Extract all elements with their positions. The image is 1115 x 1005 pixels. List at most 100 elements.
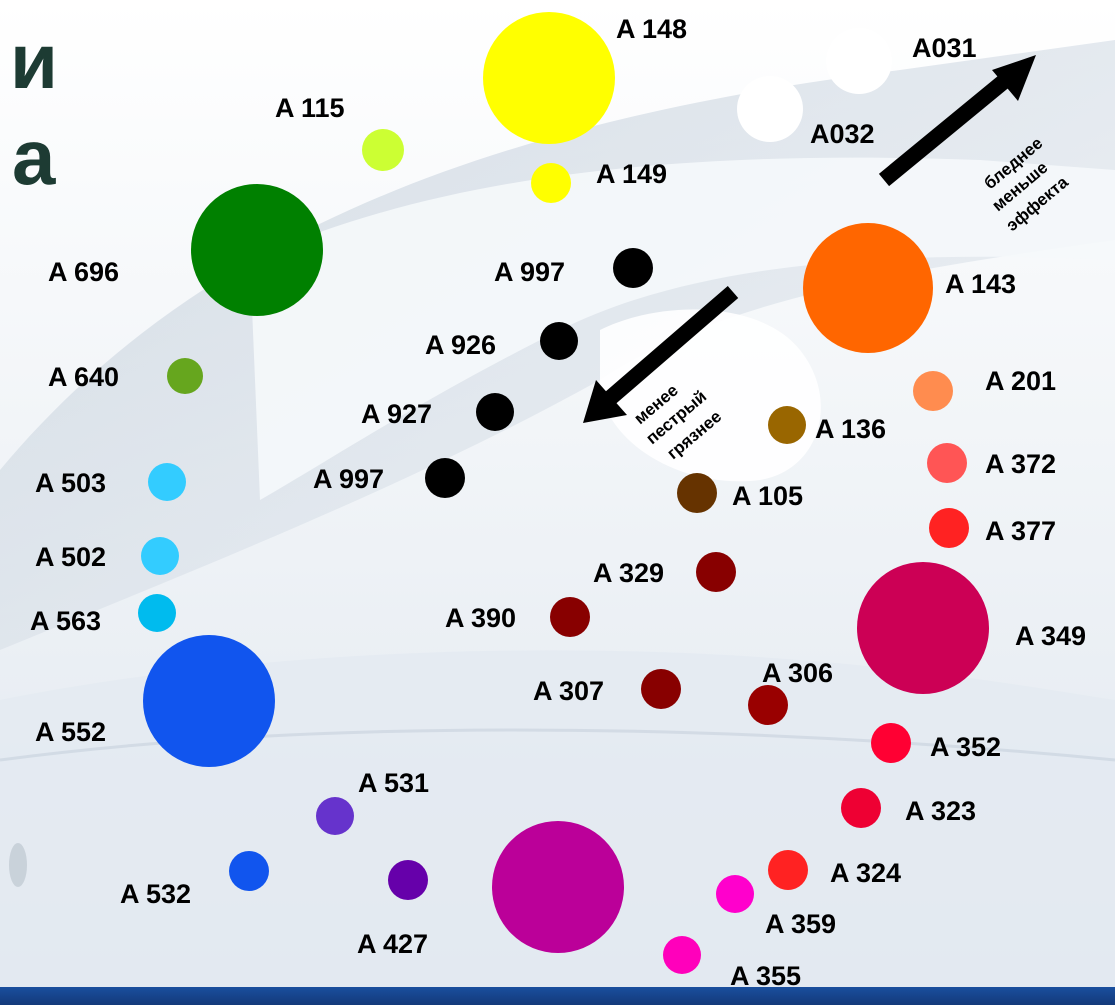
swatch: A 926 [425,322,578,360]
swatch-label: A 355 [730,961,801,991]
duller-arrow: менее пестрый грязнее [583,285,739,463]
swatch-circle [425,458,465,498]
swatch: A 329 [593,552,736,592]
swatch: A 349 [857,562,1086,694]
swatch-label: A032 [810,119,875,149]
swatch: A 427 [357,860,428,959]
swatch-circle [492,821,624,953]
swatch: A 201 [913,366,1056,411]
swatch-label: A 997 [313,464,384,494]
swatch-circle [913,371,953,411]
swatch-circle [871,723,911,763]
swatch-circle [476,393,514,431]
swatch: A 355 [663,936,801,991]
title-fragment: а [12,113,56,201]
swatch-label: A 149 [596,159,667,189]
swatch: A 640 [48,358,203,394]
swatch: A 563 [30,594,176,636]
swatch-label: A 201 [985,366,1056,396]
swatch: A 105 [677,473,803,513]
swatch-label: A 502 [35,542,106,572]
swatch-circle [857,562,989,694]
swatch: A 359 [716,875,836,939]
swatch: A 306 [748,658,833,725]
swatch-circle [737,76,803,142]
swatch-circle [826,28,892,94]
title-fragment: и [10,17,58,105]
swatch-circle [663,936,701,974]
swatch: A 323 [841,788,976,828]
swatch-circle [929,508,969,548]
swatch: A 324 [768,850,901,890]
swatch: A 143 [803,223,1016,353]
swatch-circle [613,248,653,288]
swatch-circle [141,537,179,575]
swatch-label: A 148 [616,14,687,44]
swatch-label: A 307 [533,676,604,706]
swatch: A 307 [533,669,681,709]
swatch-circle [927,443,967,483]
swatch-label: A 427 [357,929,428,959]
swatch: A 502 [35,537,179,575]
swatch-label: A 349 [1015,621,1086,651]
swatch-label: A 927 [361,399,432,429]
swatch-circle [550,597,590,637]
swatch-circle [229,851,269,891]
swatch-circle [803,223,933,353]
swatch: A 503 [35,463,186,501]
swatch-circle [768,406,806,444]
swatch-circle [748,685,788,725]
swatch-label: A 324 [830,858,901,888]
swatch-circle [696,552,736,592]
swatch-label: A 143 [945,269,1016,299]
swatch-circle [316,797,354,835]
swatch: A 148 [483,12,687,144]
swatch-label: A 359 [765,909,836,939]
swatch-label: A 306 [762,658,833,688]
swatch-circle [167,358,203,394]
swatch-label: A 696 [48,257,119,287]
swatch-label: A 377 [985,516,1056,546]
swatch: A 531 [316,768,429,835]
swatch: A 149 [531,159,667,203]
swatch-circle [362,129,404,171]
swatch-label: A 997 [494,257,565,287]
swatch-label: A 503 [35,468,106,498]
swatch-label: A 115 [275,93,345,123]
swatch: A032 [737,76,875,149]
swatch: A 927 [361,393,514,431]
swatch: A 997 [494,248,653,288]
swatch-circle [677,473,717,513]
footer-bar [0,987,1115,1005]
swatch-label: A 323 [905,796,976,826]
swatch-label: A 552 [35,717,106,747]
swatch: A 552 [35,635,275,767]
swatch: A031 [826,28,977,94]
swatch-label: A031 [912,33,977,63]
swatch: A 115 [275,93,404,171]
swatch-circle [148,463,186,501]
swatch-label: A 563 [30,606,101,636]
swatch-circle [191,184,323,316]
swatch-label: A 352 [930,732,1001,762]
swatch-label: A 531 [358,768,429,798]
swatch-label: A 105 [732,481,803,511]
swatch-label: A 329 [593,558,664,588]
swatch-label: A 390 [445,603,516,633]
arrow-head-icon [583,380,627,423]
swatch: A 352 [871,723,1001,763]
swatch-circle [143,635,275,767]
arrow-head-icon [992,55,1036,101]
swatch: A 372 [927,443,1056,483]
swatch: A 377 [929,508,1056,548]
swatch-circle [138,594,176,632]
swatch-label: A 532 [120,879,191,909]
swatch-circle [388,860,428,900]
swatch-circle [841,788,881,828]
swatch-label: A 372 [985,449,1056,479]
swatch-circle [716,875,754,913]
swatch-label: A 640 [48,362,119,392]
swatch-label: A 926 [425,330,496,360]
